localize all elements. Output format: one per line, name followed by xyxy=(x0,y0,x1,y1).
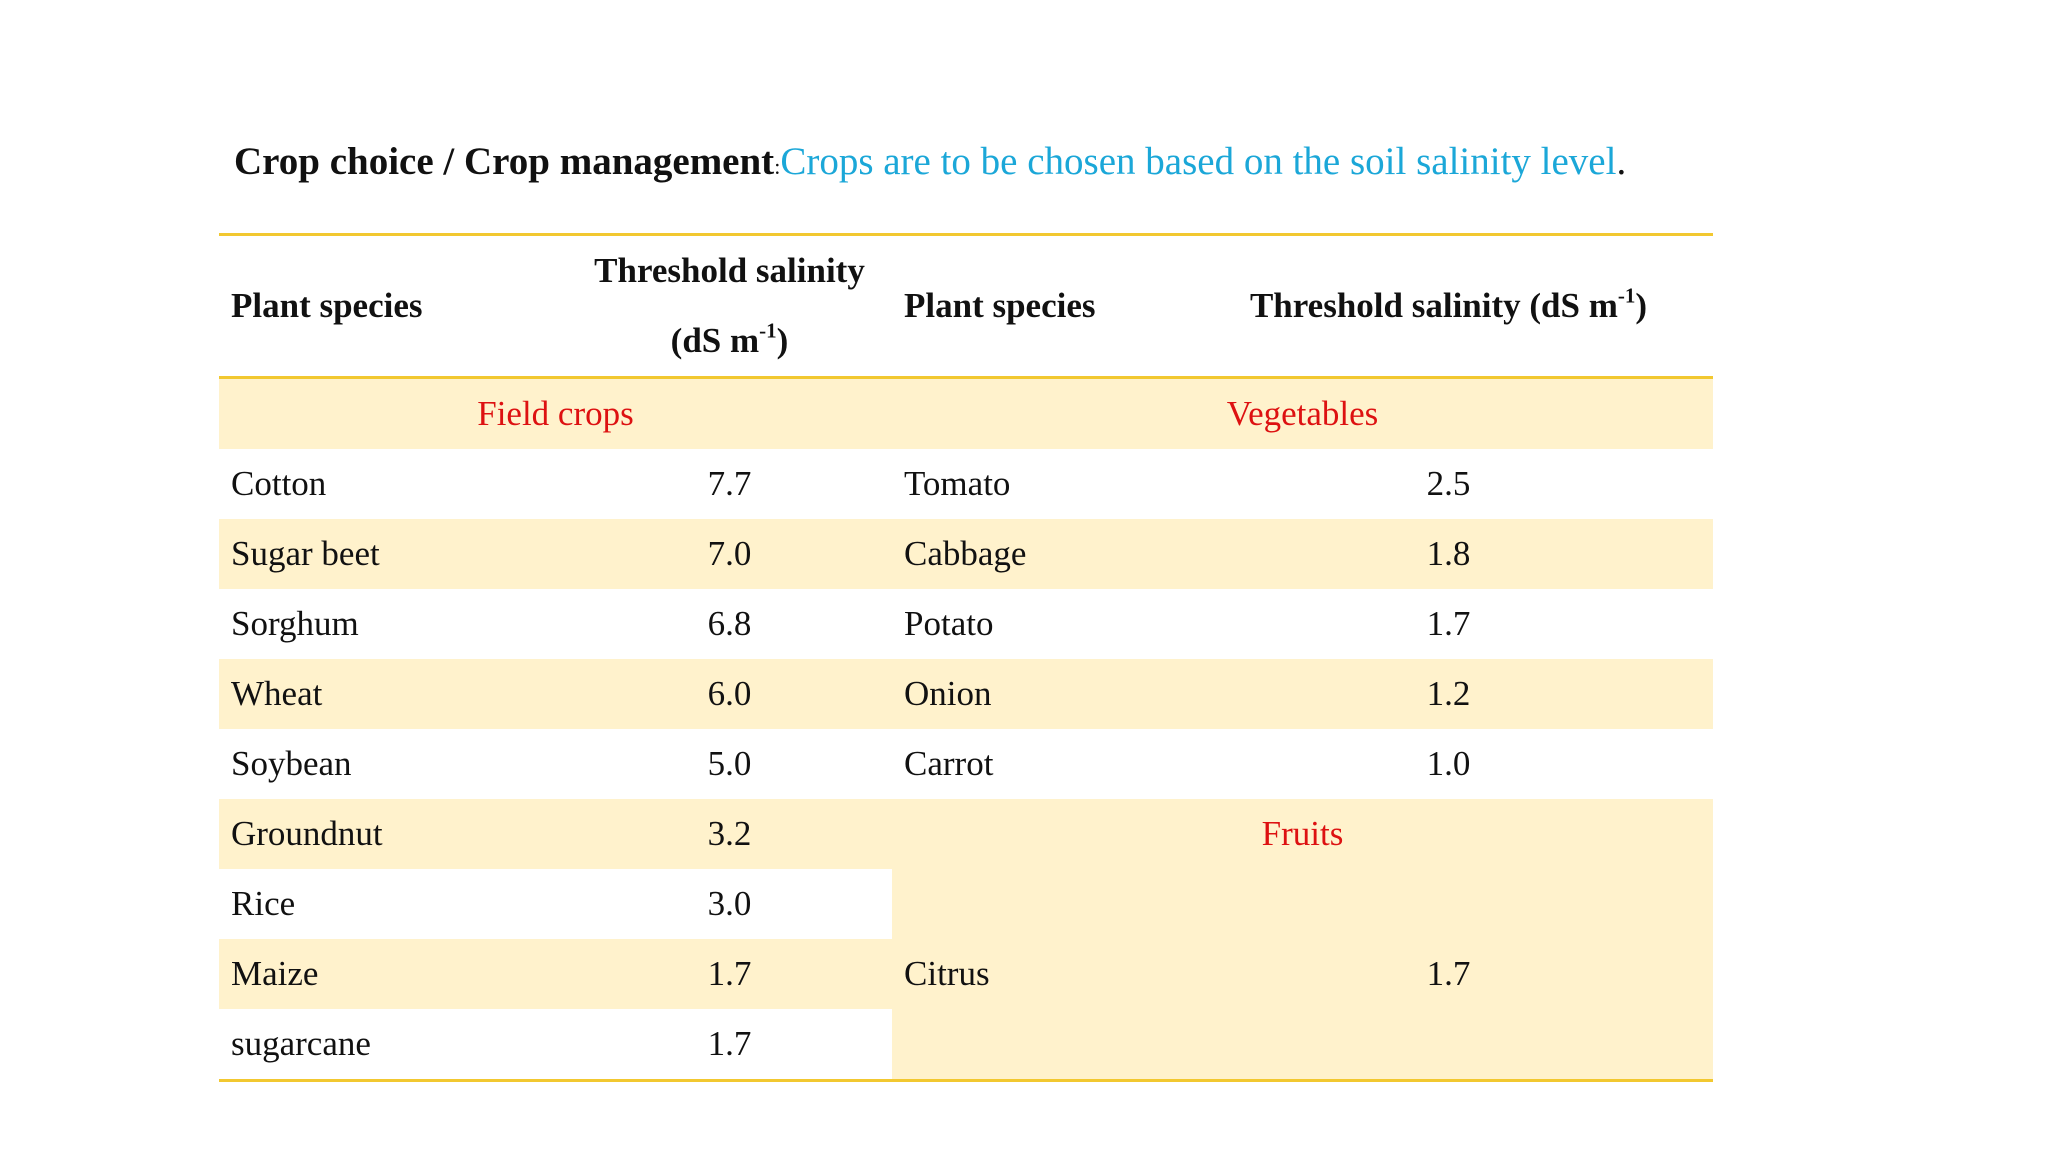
group-row: Field crops Vegetables xyxy=(219,377,1713,449)
fruit-threshold: 1.7 xyxy=(1184,869,1713,1081)
header-threshold-salinity-1: Threshold salinity (dS m-1) xyxy=(567,235,892,378)
table-row: Sugar beet 7.0 Cabbage 1.8 xyxy=(219,519,1713,589)
header-threshold-salinity-2: Threshold salinity (dS m-1) xyxy=(1184,235,1713,378)
header-threshold-1-unit-post: ) xyxy=(776,321,789,360)
header-threshold-2-post: ) xyxy=(1635,286,1648,325)
crop-name: Soybean xyxy=(231,744,352,783)
table-row: Maize 1.7 xyxy=(219,939,1713,1009)
heading-separator: : xyxy=(774,154,781,179)
crop-threshold: 6.8 xyxy=(707,604,752,643)
crop-threshold: 5.0 xyxy=(707,744,752,783)
crop-threshold: 6.0 xyxy=(707,674,752,713)
vegetable-threshold: 1.2 xyxy=(1426,674,1471,713)
crop-name: Maize xyxy=(219,939,567,1009)
crop-name: Sorghum xyxy=(231,604,359,643)
table-row: Groundnut 3.2 Fruits xyxy=(219,799,1713,869)
header-threshold-2-pre: Threshold salinity (dS m xyxy=(1249,286,1618,325)
crop-name: Sugar beet xyxy=(231,534,380,573)
crop-threshold: 1.7 xyxy=(567,939,892,1009)
vegetable-name: Potato xyxy=(904,604,994,643)
crop-name: Groundnut xyxy=(219,799,567,869)
vegetable-name: Onion xyxy=(904,674,992,713)
vegetable-name: Cabbage xyxy=(904,534,1027,573)
header-plant-species-2: Plant species xyxy=(904,286,1096,325)
crop-threshold: 3.2 xyxy=(567,799,892,869)
table-row: Cotton 7.7 Tomato 2.5 xyxy=(219,449,1713,519)
crop-threshold: 3.0 xyxy=(707,884,752,923)
crop-name: Cotton xyxy=(231,464,327,503)
header-threshold-1-unit-pre: (dS m xyxy=(670,321,760,360)
vegetable-threshold: 1.7 xyxy=(1426,604,1471,643)
crop-name: sugarcane xyxy=(231,1024,371,1063)
vegetable-threshold: 1.8 xyxy=(1426,534,1471,573)
vegetable-name: Carrot xyxy=(904,744,994,783)
header-threshold-1-line1: Threshold salinity xyxy=(594,251,865,290)
vegetable-threshold: 2.5 xyxy=(1426,464,1471,503)
vegetable-name: Tomato xyxy=(904,464,1011,503)
table-row: Wheat 6.0 Onion 1.2 xyxy=(219,659,1713,729)
table-row: Rice 3.0 Citrus 1.7 xyxy=(219,869,1713,1081)
salinity-threshold-table: Plant species Threshold salinity (dS m-1… xyxy=(219,233,1713,1082)
table-row: Soybean 5.0 Carrot 1.0 xyxy=(219,729,1713,799)
group-label-fruits: Fruits xyxy=(892,799,1713,869)
fruit-name: Citrus xyxy=(892,869,1184,1081)
slide-heading: Crop choice / Crop management:Crops are … xyxy=(234,138,1626,191)
crop-threshold: 7.0 xyxy=(707,534,752,573)
group-label-field-crops: Field crops xyxy=(477,394,634,433)
vegetable-threshold: 1.0 xyxy=(1426,744,1471,783)
table-header-row: Plant species Threshold salinity (dS m-1… xyxy=(219,234,1713,378)
crop-threshold: 7.7 xyxy=(707,464,752,503)
header-threshold-1-unit-sup: -1 xyxy=(759,318,777,343)
crop-threshold: 1.7 xyxy=(707,1024,752,1063)
table-row: Sorghum 6.8 Potato 1.7 xyxy=(219,589,1713,659)
heading-accent-text: Crops are to be chosen based on the soil… xyxy=(780,140,1617,183)
crop-name: Wheat xyxy=(231,674,323,713)
crop-name: Rice xyxy=(231,884,296,923)
heading-trailing: . xyxy=(1616,140,1627,183)
heading-bold-text: Crop choice / Crop management xyxy=(234,140,775,183)
group-label-vegetables: Vegetables xyxy=(1226,394,1379,433)
header-plant-species-1: Plant species xyxy=(231,286,423,325)
header-threshold-2-sup: -1 xyxy=(1617,283,1636,308)
